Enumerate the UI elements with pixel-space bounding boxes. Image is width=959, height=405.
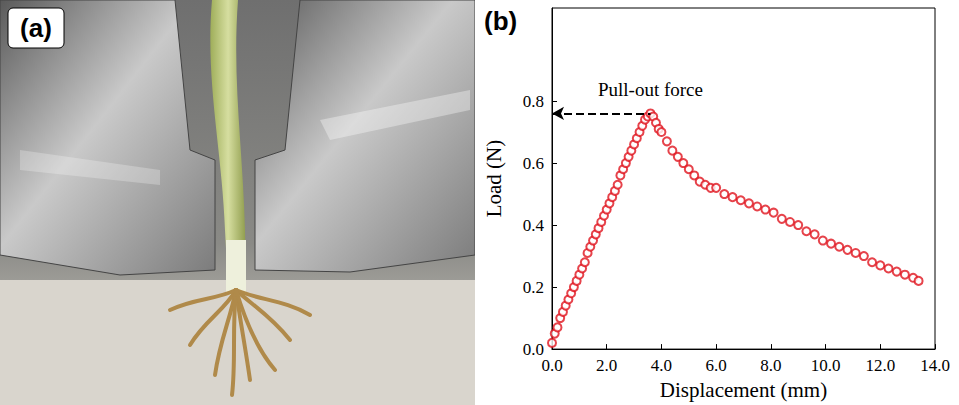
svg-text:Load (N): Load (N) (482, 140, 506, 218)
svg-text:0.6: 0.6 (523, 154, 544, 173)
svg-text:0.2: 0.2 (523, 278, 544, 297)
svg-text:0.8: 0.8 (523, 92, 544, 111)
svg-text:0.0: 0.0 (541, 356, 562, 375)
svg-text:4.0: 4.0 (651, 356, 672, 375)
svg-text:6.0: 6.0 (706, 356, 727, 375)
svg-text:12.0: 12.0 (865, 356, 895, 375)
svg-text:2.0: 2.0 (596, 356, 617, 375)
svg-text:(b): (b) (484, 6, 517, 36)
svg-text:Displacement (mm): Displacement (mm) (660, 378, 827, 402)
svg-text:8.0: 8.0 (760, 356, 781, 375)
svg-text:14.0: 14.0 (920, 356, 950, 375)
svg-text:0.4: 0.4 (523, 216, 545, 235)
svg-text:(a): (a) (20, 13, 52, 43)
svg-text:0.0: 0.0 (522, 339, 544, 359)
svg-text:Pull-out force: Pull-out force (598, 79, 703, 100)
svg-text:10.0: 10.0 (811, 356, 841, 375)
